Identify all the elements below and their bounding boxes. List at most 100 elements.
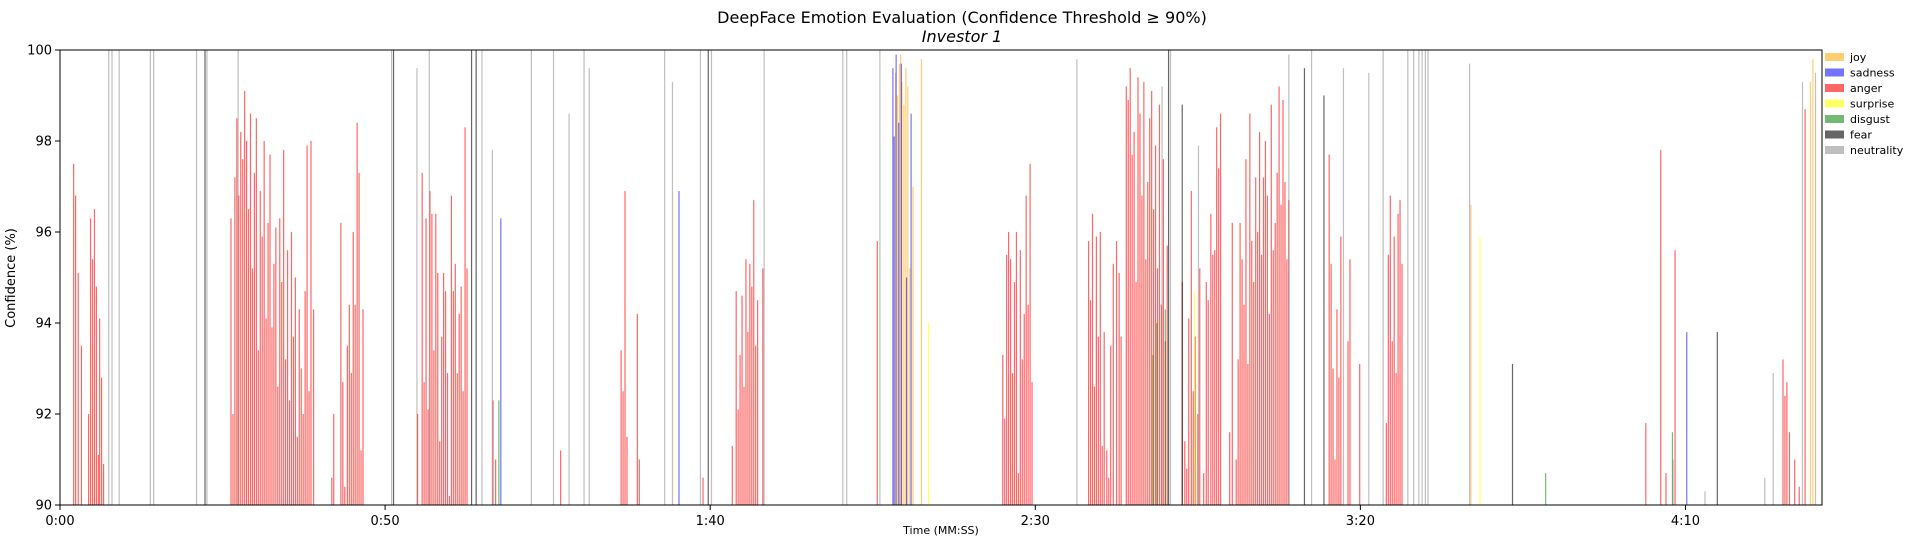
bar-anger-245 — [1782, 359, 1784, 505]
bar-anger-124 — [1009, 259, 1012, 505]
bar-anger-212 — [1270, 104, 1272, 505]
bar-anger-15 — [234, 177, 236, 505]
y-axis: 90 92 94 96 98 100 — [27, 44, 60, 514]
bar-anger-54 — [310, 141, 312, 505]
bar-anger-219 — [1284, 181, 1286, 505]
bar-anger-163 — [1147, 181, 1149, 505]
bar-anger-165 — [1151, 90, 1153, 505]
bar-neutrality-37 — [1418, 50, 1420, 505]
bar-disgust-1 — [1152, 354, 1154, 505]
bar-joy-4 — [901, 81, 903, 505]
x-tick-label: 3:20 — [1346, 514, 1375, 529]
bar-anger-80 — [439, 441, 441, 505]
legend-label-surprise: surprise — [1850, 98, 1895, 111]
bar-anger-250 — [1798, 486, 1800, 505]
bar-anger-64 — [352, 232, 354, 505]
bar-anger-132 — [1025, 195, 1027, 505]
bar-anger-48 — [298, 309, 300, 505]
bar-anger-1 — [75, 195, 77, 505]
bar-neutrality-45 — [1772, 373, 1774, 505]
bar-neutrality-16 — [583, 50, 585, 505]
bar-anger-87 — [452, 291, 454, 505]
legend-swatch-sadness — [1825, 68, 1844, 77]
bar-neutrality-20 — [699, 50, 702, 505]
bar-neutrality-38 — [1421, 50, 1423, 505]
bar-anger-3 — [80, 345, 83, 505]
bar-anger-119 — [876, 241, 878, 505]
bar-anger-227 — [1338, 377, 1340, 505]
bar-anger-108 — [739, 354, 741, 505]
bar-anger-141 — [1097, 336, 1099, 505]
bar-fear-4 — [707, 50, 709, 505]
bar-anger-6 — [91, 259, 94, 505]
legend-label-anger: anger — [1850, 82, 1882, 95]
bar-anger-111 — [745, 259, 747, 505]
bar-anger-24 — [251, 268, 254, 505]
bar-anger-117 — [757, 300, 759, 505]
bar-anger-53 — [308, 391, 310, 505]
bar-anger-96 — [495, 459, 497, 505]
bar-neutrality-9 — [416, 68, 418, 505]
bar-anger-26 — [255, 118, 257, 505]
bar-anger-177 — [1188, 318, 1190, 505]
bar-anger-69 — [362, 309, 364, 505]
bar-joy-13 — [1812, 59, 1814, 505]
bar-anger-85 — [448, 495, 451, 505]
bar-neutrality-26 — [1076, 59, 1078, 505]
legend-swatch-anger — [1825, 84, 1844, 92]
bar-anger-233 — [1387, 254, 1389, 505]
bar-anger-71 — [421, 172, 423, 505]
bar-disgust-5 — [1671, 432, 1674, 505]
bar-anger-203 — [1253, 282, 1255, 505]
bar-joy-7 — [907, 86, 909, 506]
bar-anger-133 — [1027, 304, 1029, 505]
bar-anger-32 — [267, 222, 269, 505]
bar-anger-72 — [423, 382, 425, 505]
bar-anger-166 — [1153, 209, 1155, 505]
bar-anger-244 — [1674, 250, 1676, 505]
bar-neutrality-40 — [1427, 50, 1429, 505]
bar-anger-187 — [1212, 254, 1214, 505]
bar-anger-238 — [1397, 213, 1399, 506]
legend-label-neutrality: neutrality — [1850, 144, 1904, 157]
bar-anger-243 — [1665, 473, 1667, 505]
bar-anger-5 — [89, 218, 92, 505]
bar-anger-178 — [1190, 191, 1192, 506]
bar-anger-218 — [1282, 100, 1284, 506]
bar-anger-73 — [425, 218, 427, 505]
bar-fear-3 — [475, 50, 477, 505]
bar-anger-94 — [466, 268, 468, 505]
bar-fear-1 — [392, 50, 395, 505]
bar-neutrality-23 — [842, 50, 844, 505]
bar-anger-58 — [340, 222, 342, 505]
bar-anger-63 — [350, 373, 352, 505]
bar-joy-1 — [896, 95, 899, 505]
bar-sadness-1 — [678, 191, 680, 506]
bar-anger-214 — [1274, 222, 1276, 505]
x-axis-label: Time (MM:SS) — [902, 524, 979, 537]
bar-anger-115 — [753, 200, 755, 505]
bar-anger-215 — [1276, 172, 1278, 505]
bar-anger-138 — [1091, 213, 1094, 506]
bar-neutrality-44 — [1764, 477, 1766, 505]
bar-neutrality-28 — [1169, 50, 1172, 505]
bar-anger-156 — [1133, 131, 1135, 505]
bar-anger-237 — [1395, 373, 1397, 505]
bar-anger-83 — [444, 291, 447, 505]
bar-anger-159 — [1139, 113, 1141, 505]
bar-anger-158 — [1137, 77, 1139, 506]
bar-anger-120 — [1002, 354, 1004, 505]
bar-anger-47 — [296, 436, 298, 505]
bar-anger-8 — [95, 286, 98, 505]
bar-neutrality-25 — [879, 50, 881, 505]
bar-anger-46 — [294, 277, 296, 505]
bar-neutrality-27 — [1161, 86, 1163, 506]
bar-anger-70 — [417, 414, 419, 505]
bar-anger-122 — [1006, 254, 1008, 505]
bar-anger-59 — [342, 382, 344, 505]
bar-anger-140 — [1095, 236, 1097, 506]
bar-anger-19 — [242, 159, 244, 505]
bar-anger-170 — [1160, 304, 1163, 505]
bar-anger-104 — [702, 477, 704, 505]
